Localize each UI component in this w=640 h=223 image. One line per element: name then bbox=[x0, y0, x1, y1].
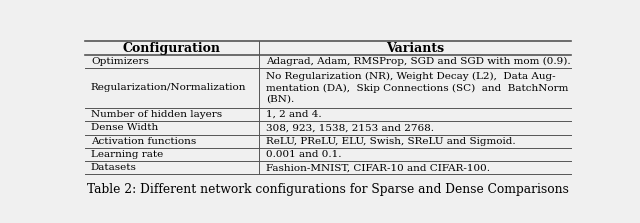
Text: Adagrad, Adam, RMSProp, SGD and SGD with mom (0.9).: Adagrad, Adam, RMSProp, SGD and SGD with… bbox=[266, 57, 571, 66]
Text: 0.001 and 0.1.: 0.001 and 0.1. bbox=[266, 150, 342, 159]
Text: Activation functions: Activation functions bbox=[91, 137, 196, 146]
Text: Learning rate: Learning rate bbox=[91, 150, 163, 159]
Text: Optimizers: Optimizers bbox=[91, 57, 148, 66]
Text: No Regularization (NR), Weight Decay (L2),  Data Aug-
mentation (DA),  Skip Conn: No Regularization (NR), Weight Decay (L2… bbox=[266, 72, 568, 104]
Text: Datasets: Datasets bbox=[91, 163, 137, 172]
Text: Table 2: Different network configurations for Sparse and Dense Comparisons: Table 2: Different network configuration… bbox=[87, 183, 569, 196]
Text: Configuration: Configuration bbox=[123, 41, 221, 54]
Text: 308, 923, 1538, 2153 and 2768.: 308, 923, 1538, 2153 and 2768. bbox=[266, 123, 434, 132]
Text: Dense Width: Dense Width bbox=[91, 123, 158, 132]
Text: Regularization/Normalization: Regularization/Normalization bbox=[91, 83, 246, 92]
Text: Variants: Variants bbox=[386, 41, 444, 54]
Text: Fashion-MNIST, CIFAR-10 and CIFAR-100.: Fashion-MNIST, CIFAR-10 and CIFAR-100. bbox=[266, 163, 490, 172]
Text: Number of hidden layers: Number of hidden layers bbox=[91, 110, 222, 119]
Text: 1, 2 and 4.: 1, 2 and 4. bbox=[266, 110, 322, 119]
Text: ReLU, PReLU, ELU, Swish, SReLU and Sigmoid.: ReLU, PReLU, ELU, Swish, SReLU and Sigmo… bbox=[266, 137, 516, 146]
